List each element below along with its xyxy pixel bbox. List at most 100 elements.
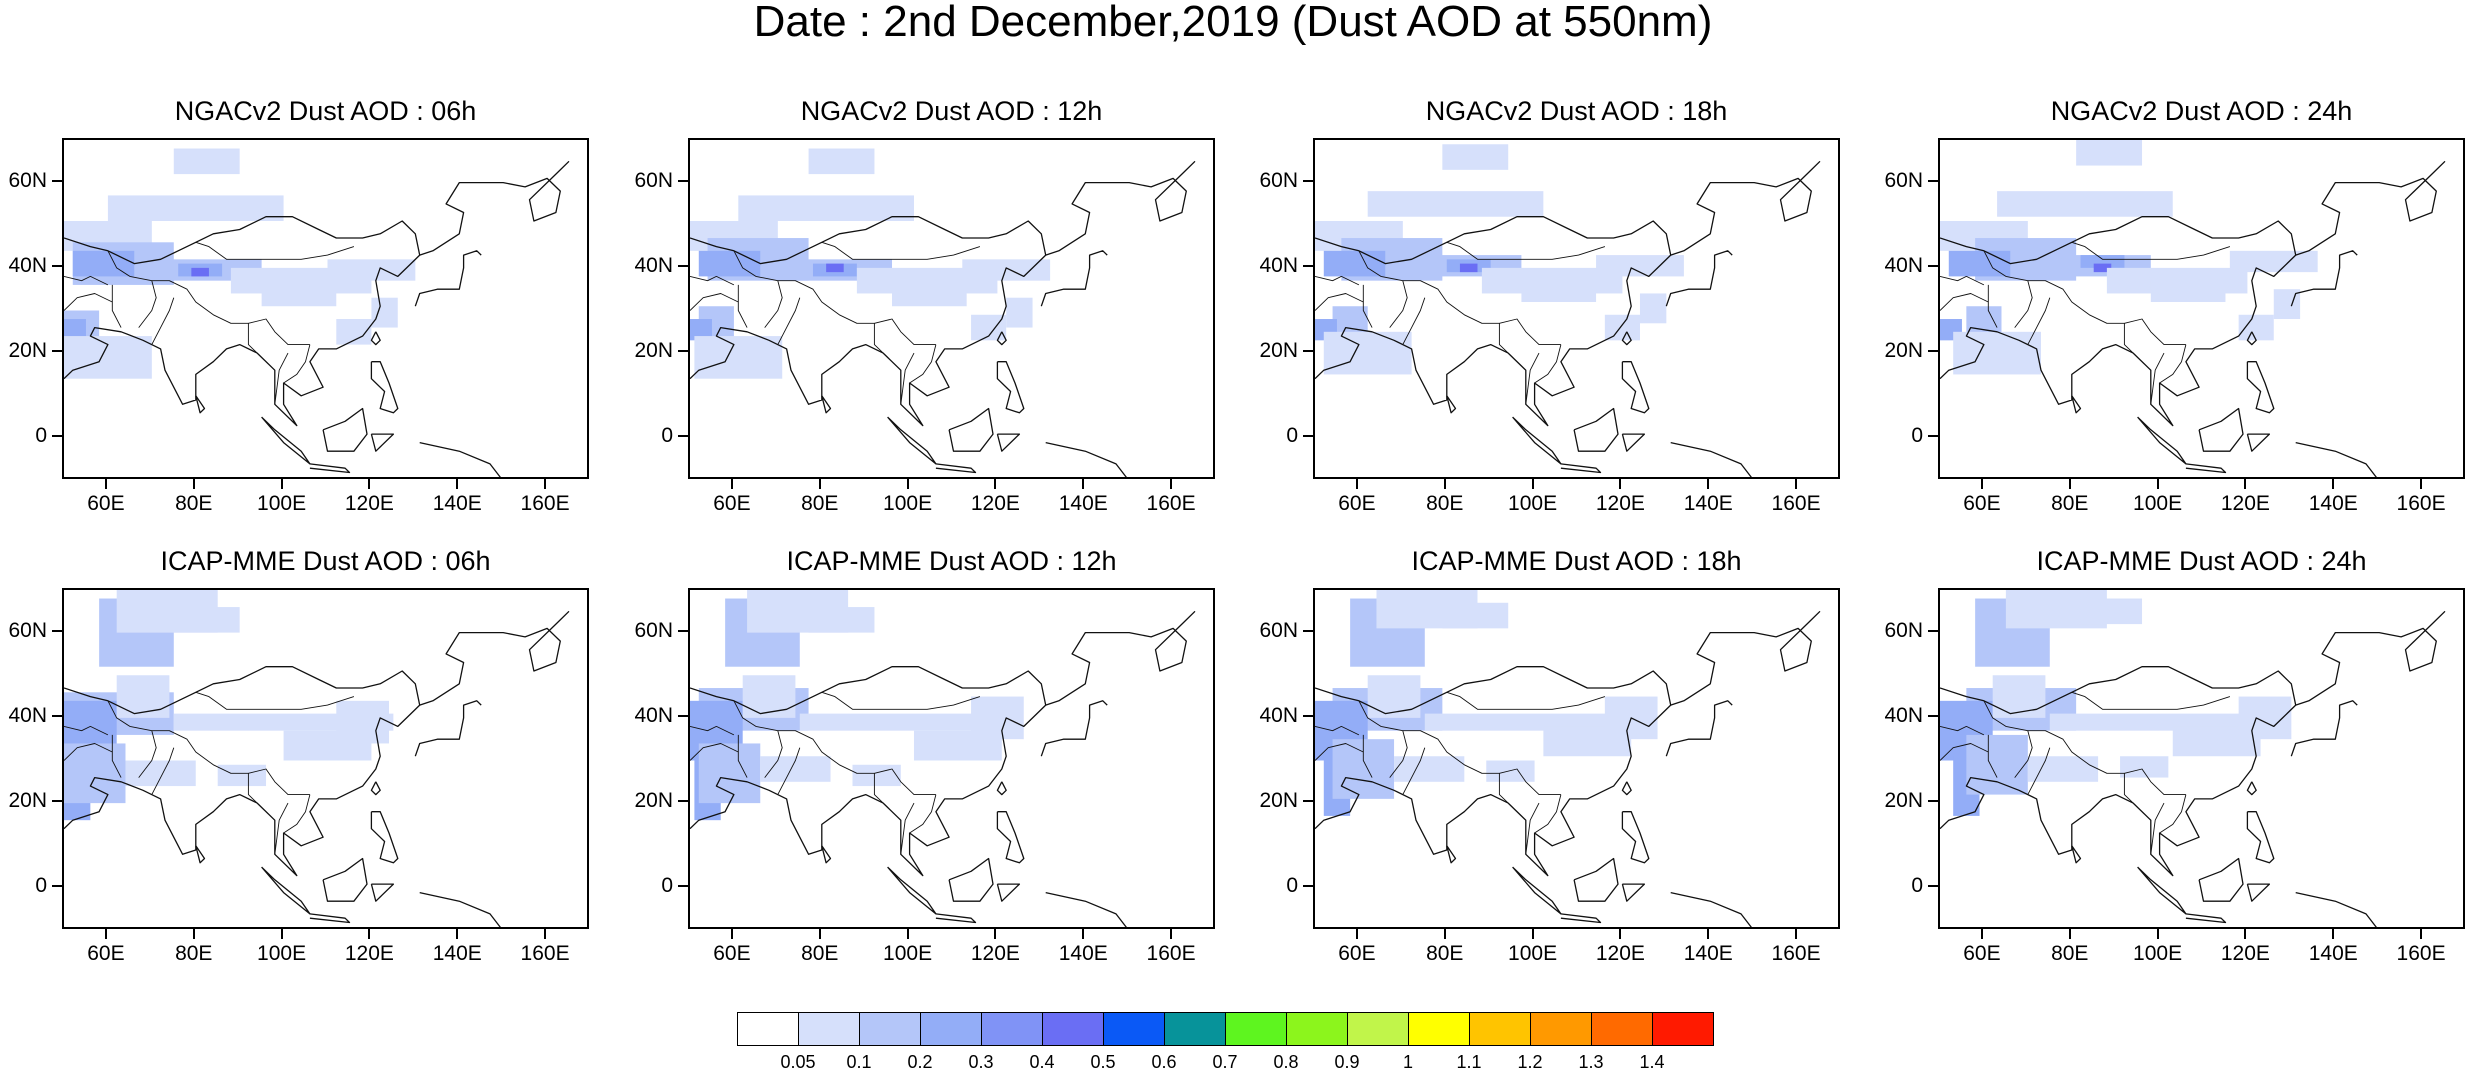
y-tick — [678, 885, 688, 888]
x-tick-label: 160E — [2396, 492, 2446, 515]
x-tick — [1619, 929, 1622, 939]
y-tick — [678, 435, 688, 438]
map-canvas — [64, 148, 570, 477]
x-tick — [2332, 929, 2335, 939]
country-border — [1389, 730, 1408, 778]
dust-aod-cell — [1948, 250, 2011, 277]
dust-aod-cell — [371, 297, 398, 328]
colorbar-label: 0.05 — [780, 1052, 816, 1072]
coastline — [309, 463, 351, 474]
country-border — [1525, 352, 1540, 405]
country-border — [1983, 250, 2186, 346]
coastline — [690, 216, 1047, 427]
x-tick-label: 140E — [1683, 942, 1733, 965]
coastline — [935, 463, 977, 474]
coastline — [996, 331, 1007, 346]
coastline — [1512, 866, 1562, 915]
country-border — [690, 275, 735, 286]
coastline — [821, 395, 832, 414]
figure-title: Date : 2nd December,2019 (Dust AOD at 55… — [753, 0, 1713, 46]
dust-aod-cell — [64, 319, 86, 341]
colorbar-swatch — [859, 1012, 921, 1046]
x-tick — [2420, 479, 2423, 489]
colorbar-swatch — [1530, 1012, 1592, 1046]
x-tick — [2156, 479, 2159, 489]
country-border — [1315, 743, 1364, 761]
country-border — [1362, 284, 1373, 328]
coastline — [322, 857, 368, 902]
coastline — [2246, 331, 2257, 346]
colorbar-swatch — [1286, 1012, 1348, 1046]
x-tick — [1170, 929, 1173, 939]
y-tick — [678, 800, 688, 803]
y-tick — [1928, 350, 1938, 353]
coastline — [1315, 216, 1672, 427]
coastline — [1560, 463, 1602, 474]
colorbar-swatch — [1347, 1012, 1409, 1046]
country-border — [195, 241, 355, 260]
y-tick — [52, 179, 62, 182]
country-border — [1358, 700, 1561, 796]
country-border — [909, 794, 937, 834]
x-tick-label: 60E — [1963, 942, 2001, 965]
coastline — [821, 845, 832, 864]
colorbar-swatch — [798, 1012, 860, 1046]
x-tick-label: 160E — [1771, 492, 1821, 515]
coastline — [1573, 407, 1619, 452]
dust-aod-cell — [1323, 250, 1386, 277]
dust-aod-cell — [2027, 756, 2099, 782]
y-tick-label: 0 — [1911, 874, 1923, 898]
dust-aod-cell — [125, 760, 196, 787]
country-border — [64, 293, 113, 311]
colorbar-label: 1.4 — [1639, 1052, 1665, 1072]
x-tick-label: 60E — [713, 492, 751, 515]
dust-aod-cell — [1459, 263, 1478, 273]
x-tick-label: 60E — [1338, 492, 1376, 515]
x-tick — [2244, 479, 2247, 489]
coastline — [2246, 361, 2275, 414]
x-tick — [456, 929, 459, 939]
coastline — [2295, 160, 2446, 256]
dust-aod-cell — [107, 195, 284, 221]
coastline — [948, 857, 994, 902]
coastline — [1621, 331, 1632, 346]
dust-aod-cell — [2238, 314, 2274, 341]
country-border — [274, 802, 289, 855]
x-tick-label: 160E — [2396, 942, 2446, 965]
country-border — [1389, 280, 1408, 328]
colorbar-swatch — [737, 1012, 799, 1046]
y-tick — [52, 800, 62, 803]
colorbar-label: 0.1 — [846, 1052, 872, 1072]
coastline — [1040, 700, 1108, 757]
coastline — [935, 913, 977, 924]
coastline — [2295, 441, 2377, 477]
dust-aod-cell — [116, 675, 170, 718]
country-border — [777, 297, 801, 345]
x-tick — [994, 929, 997, 939]
country-border — [1940, 725, 1985, 736]
y-tick-label: 20N — [634, 339, 673, 363]
coastline — [1665, 250, 1733, 307]
coastline — [1446, 845, 1457, 864]
colorbar-label: 1 — [1402, 1052, 1413, 1072]
country-border — [138, 280, 157, 328]
dust-aod-cell — [64, 336, 152, 379]
x-tick-label: 140E — [1058, 942, 1108, 965]
x-tick — [906, 929, 909, 939]
country-border — [1446, 241, 1606, 260]
y-tick — [1303, 800, 1313, 803]
y-tick-label: 60N — [1884, 618, 1923, 642]
coastline — [1573, 857, 1619, 902]
x-tick — [1355, 479, 1358, 489]
x-tick — [104, 929, 107, 939]
dust-aod-cell — [1596, 255, 1684, 277]
x-tick — [1082, 929, 1085, 939]
x-tick-label: 140E — [2308, 492, 2358, 515]
country-border — [873, 773, 884, 804]
y-tick-label: 60N — [8, 168, 47, 192]
y-tick-label: 0 — [661, 874, 673, 898]
x-tick — [1980, 929, 1983, 939]
colorbar-label: 0.5 — [1090, 1052, 1116, 1072]
coastline — [2071, 395, 2082, 414]
y-tick — [52, 435, 62, 438]
